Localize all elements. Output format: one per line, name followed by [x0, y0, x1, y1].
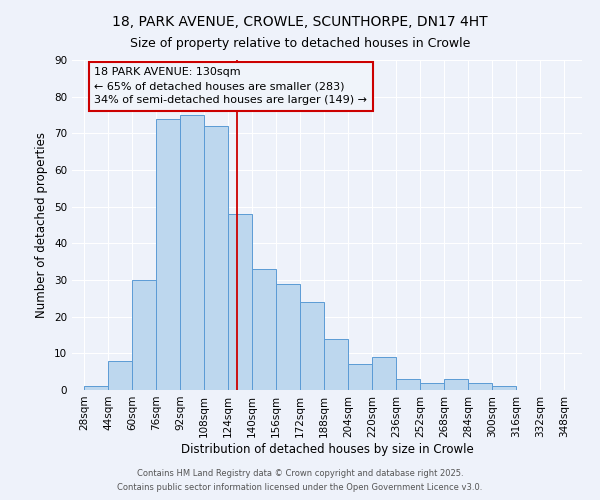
Bar [132, 280, 156, 390]
Bar [492, 386, 516, 390]
Text: 18 PARK AVENUE: 130sqm
← 65% of detached houses are smaller (283)
34% of semi-de: 18 PARK AVENUE: 130sqm ← 65% of detached… [95, 68, 367, 106]
Bar [204, 126, 228, 390]
Bar [180, 115, 204, 390]
Bar [300, 302, 324, 390]
Bar [324, 338, 348, 390]
Bar [84, 386, 108, 390]
Text: Size of property relative to detached houses in Crowle: Size of property relative to detached ho… [130, 38, 470, 51]
Bar [420, 382, 444, 390]
X-axis label: Distribution of detached houses by size in Crowle: Distribution of detached houses by size … [181, 442, 473, 456]
Bar [372, 357, 396, 390]
Bar [252, 269, 276, 390]
Bar [348, 364, 372, 390]
Text: Contains HM Land Registry data © Crown copyright and database right 2025.: Contains HM Land Registry data © Crown c… [137, 468, 463, 477]
Bar [396, 379, 420, 390]
Bar [444, 379, 468, 390]
Bar [228, 214, 252, 390]
Bar [156, 118, 180, 390]
Bar [468, 382, 492, 390]
Bar [108, 360, 132, 390]
Y-axis label: Number of detached properties: Number of detached properties [35, 132, 49, 318]
Text: Contains public sector information licensed under the Open Government Licence v3: Contains public sector information licen… [118, 484, 482, 492]
Text: 18, PARK AVENUE, CROWLE, SCUNTHORPE, DN17 4HT: 18, PARK AVENUE, CROWLE, SCUNTHORPE, DN1… [112, 15, 488, 29]
Bar [276, 284, 300, 390]
